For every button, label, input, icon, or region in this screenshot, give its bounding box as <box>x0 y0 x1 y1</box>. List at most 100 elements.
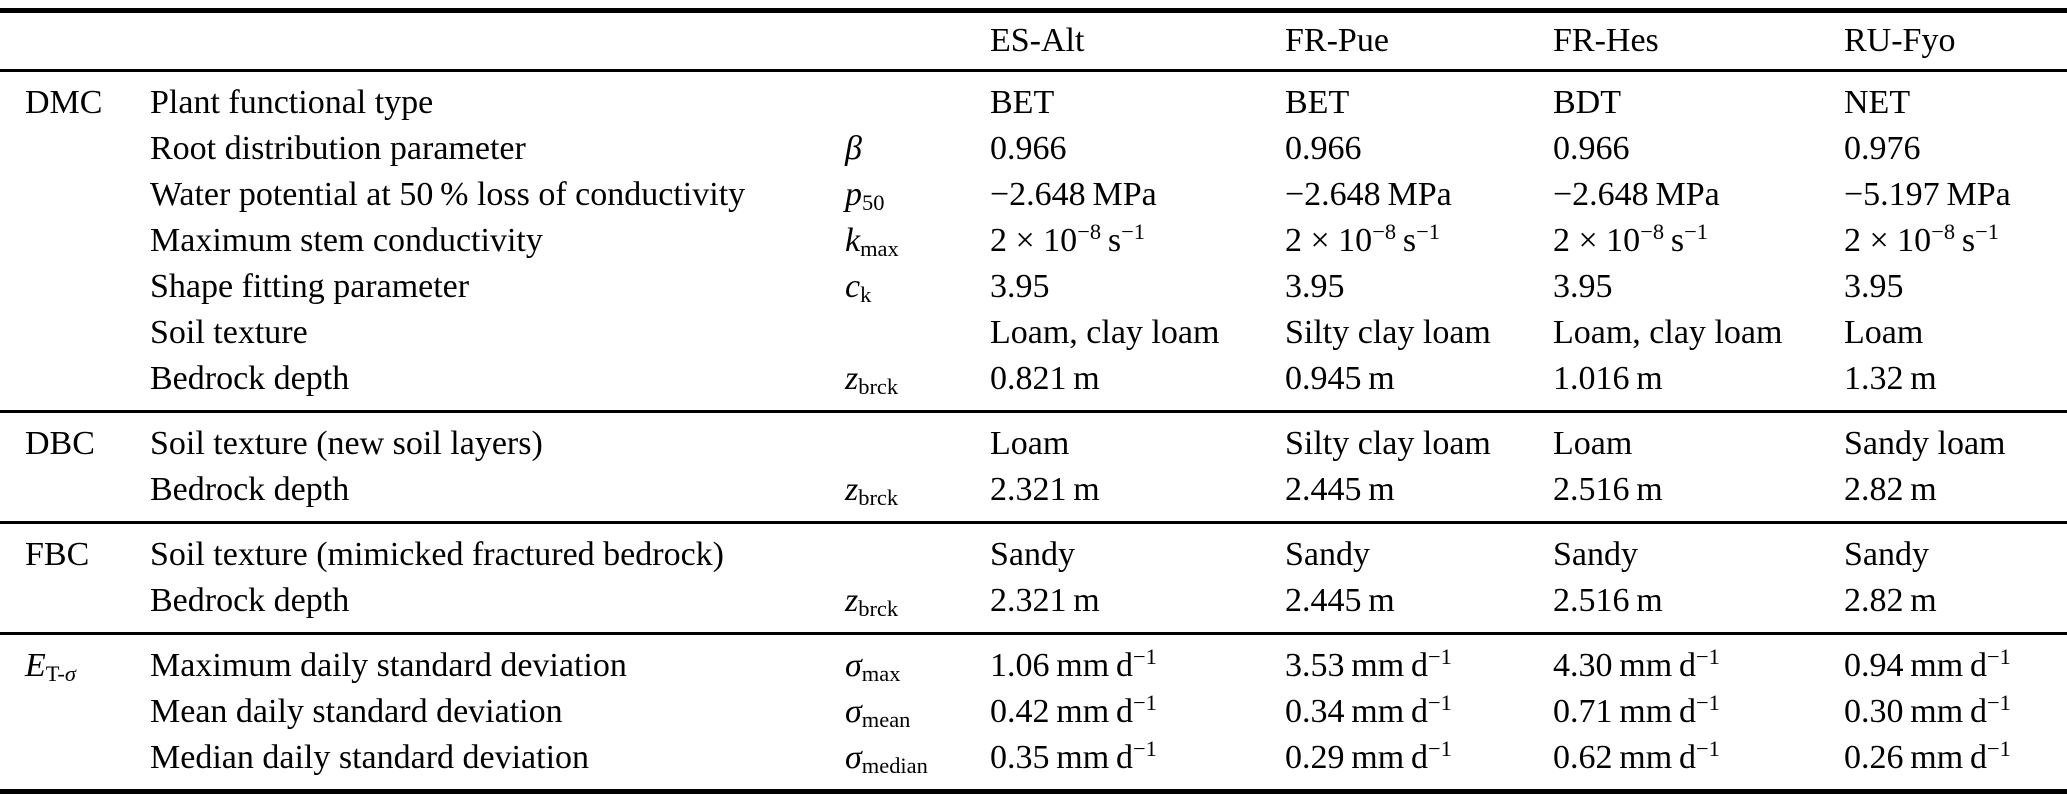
cell-value-fr-hes: 0.62 mm d−1 <box>1553 735 1720 777</box>
cell-group-label <box>0 172 150 218</box>
cell-value-fr-pue: 2 × 10−8 s−1 <box>1285 218 1440 260</box>
cell-value-ru-fyo: 0.976 <box>1844 130 1921 168</box>
table-row: ET-σ Maximum daily standard deviation σmax… <box>0 634 2067 690</box>
header-group-blank <box>0 10 150 72</box>
cell-value-fr-pue: 3.53 mm d−1 <box>1285 643 1452 685</box>
cell-value-fr-hes: 2.516 m <box>1553 582 1663 620</box>
section-fbc: FBC Soil texture (mimicked fractured bedr… <box>0 522 2067 634</box>
cell-symbol <box>845 71 990 127</box>
table-row: Bedrock depth zbrck 2.321 m 2.445 m 2.516 m 2… <box>0 578 2067 634</box>
cell-value-es-alt: 3.95 <box>990 268 1050 306</box>
table-row: DBC Soil texture (new soil layers) Loam Sil… <box>0 412 2067 468</box>
cell-symbol: kmax <box>845 222 899 262</box>
table-row: Root distribution parameter β 0.966 0.966 0.… <box>0 126 2067 172</box>
cell-value-fr-hes: 3.95 <box>1553 268 1613 306</box>
cell-value-fr-hes: 2.516 m <box>1553 471 1663 509</box>
cell-parameter: Water potential at 50 % loss of conducti… <box>150 176 746 214</box>
cell-symbol: zbrck <box>845 360 899 400</box>
cell-value-ru-fyo: 2.82 m <box>1844 582 1937 620</box>
cell-parameter: Maximum daily standard deviation <box>150 647 627 685</box>
cell-value-fr-pue: 0.945 m <box>1285 360 1395 398</box>
cell-group-label <box>0 356 150 412</box>
cell-value-fr-pue: BET <box>1285 84 1350 122</box>
cell-value-fr-hes: Loam, clay loam <box>1553 314 1783 352</box>
cell-value-fr-pue: 3.95 <box>1285 268 1345 306</box>
cell-value-fr-hes: Loam <box>1553 425 1633 463</box>
cell-value-ru-fyo: 2 × 10−8 s−1 <box>1844 218 1999 260</box>
cell-value-ru-fyo: Sandy loam <box>1844 425 2006 463</box>
header-symbol-blank <box>845 10 990 72</box>
cell-symbol: ck <box>845 268 872 308</box>
cell-value-fr-pue: Sandy <box>1285 536 1370 574</box>
cell-value-es-alt: 0.966 <box>990 130 1067 168</box>
cell-parameter: Shape fitting parameter <box>150 268 470 306</box>
cell-value-es-alt: 2.321 m <box>990 471 1100 509</box>
cell-symbol: σmax <box>845 647 901 687</box>
cell-value-es-alt: BET <box>990 84 1055 122</box>
cell-parameter: Median daily standard deviation <box>150 739 590 777</box>
cell-symbol <box>845 412 990 468</box>
cell-parameter: Soil texture (mimicked fractured bedrock… <box>150 536 724 574</box>
cell-parameter: Soil texture <box>150 314 308 352</box>
cell-parameter: Bedrock depth <box>150 471 350 509</box>
header-parameter-blank <box>150 10 845 72</box>
table-row: Mean daily standard deviation σmean 0.42 m… <box>0 689 2067 735</box>
cell-value-es-alt: Loam, clay loam <box>990 314 1220 352</box>
cell-symbol <box>845 523 990 579</box>
cell-group-label: DBC <box>25 425 95 463</box>
section-dbc: DBC Soil texture (new soil layers) Loam Sil… <box>0 411 2067 523</box>
cell-group-label <box>0 578 150 634</box>
cell-parameter: Bedrock depth <box>150 582 350 620</box>
table-row: Shape fitting parameter ck 3.95 3.95 3.95 3.9… <box>0 264 2067 310</box>
cell-value-fr-hes: −2.648 MPa <box>1553 176 1720 214</box>
cell-group-label <box>0 310 150 356</box>
cell-symbol: zbrck <box>845 582 899 622</box>
cell-group-label <box>0 735 150 792</box>
cell-parameter: Maximum stem conductivity <box>150 222 543 260</box>
cell-group-label: DMC <box>25 84 103 122</box>
cell-symbol: β <box>845 130 862 168</box>
cell-value-es-alt: 1.06 mm d−1 <box>990 643 1157 685</box>
cell-value-fr-pue: 0.966 <box>1285 130 1362 168</box>
cell-value-ru-fyo: 0.94 mm d−1 <box>1844 643 2011 685</box>
column-header-site-es-alt: ES-Alt <box>990 10 1285 72</box>
cell-group-label <box>0 126 150 172</box>
table-row: FBC Soil texture (mimicked fractured bedr… <box>0 523 2067 579</box>
table-row: Soil texture Loam, clay loam Silty clay lo… <box>0 310 2067 356</box>
cell-value-es-alt: Loam <box>990 425 1070 463</box>
cell-value-ru-fyo: Sandy <box>1844 536 1929 574</box>
cell-value-fr-pue: 0.29 mm d−1 <box>1285 735 1452 777</box>
table-row: Median daily standard deviation σmedian 0.… <box>0 735 2067 792</box>
column-header-site-fr-hes: FR-Hes <box>1553 10 1844 72</box>
cell-value-es-alt: 0.821 m <box>990 360 1100 398</box>
cell-group-label: ET-σ <box>25 647 76 687</box>
cell-symbol <box>845 310 990 356</box>
table-row: Bedrock depth zbrck 0.821 m 0.945 m 1.016 m 1… <box>0 356 2067 412</box>
cell-parameter: Soil texture (new soil layers) <box>150 425 543 463</box>
cell-group-label <box>0 467 150 523</box>
cell-value-es-alt: 2.321 m <box>990 582 1100 620</box>
cell-value-ru-fyo: 1.32 m <box>1844 360 1937 398</box>
section-dmc: DMC Plant functional type BET BET BDT NET Root… <box>0 71 2067 412</box>
cell-value-fr-pue: Silty clay loam <box>1285 425 1491 463</box>
cell-symbol: zbrck <box>845 471 899 511</box>
cell-value-ru-fyo: NET <box>1844 84 1911 122</box>
cell-value-fr-hes: 2 × 10−8 s−1 <box>1553 218 1708 260</box>
cell-group-label <box>0 264 150 310</box>
table-row: DMC Plant functional type BET BET BDT NET <box>0 71 2067 127</box>
cell-group-label: FBC <box>25 536 90 574</box>
column-header-site-ru-fyo: RU-Fyo <box>1844 10 2067 72</box>
cell-value-fr-hes: Sandy <box>1553 536 1638 574</box>
cell-value-ru-fyo: 2.82 m <box>1844 471 1937 509</box>
cell-group-label <box>0 218 150 264</box>
table-row: Maximum stem conductivity kmax 2 × 10−8 s−… <box>0 218 2067 264</box>
cell-value-es-alt: 0.35 mm d−1 <box>990 735 1157 777</box>
cell-value-fr-hes: 0.71 mm d−1 <box>1553 689 1720 731</box>
table-row: Water potential at 50 % loss of conducti… <box>0 172 2067 218</box>
cell-value-ru-fyo: Loam <box>1844 314 1924 352</box>
cell-value-fr-pue: 0.34 mm d−1 <box>1285 689 1452 731</box>
cell-value-fr-pue: Silty clay loam <box>1285 314 1491 352</box>
cell-symbol: σmedian <box>845 739 928 779</box>
column-header-site-fr-pue: FR-Pue <box>1285 10 1553 72</box>
cell-value-fr-hes: 0.966 <box>1553 130 1630 168</box>
